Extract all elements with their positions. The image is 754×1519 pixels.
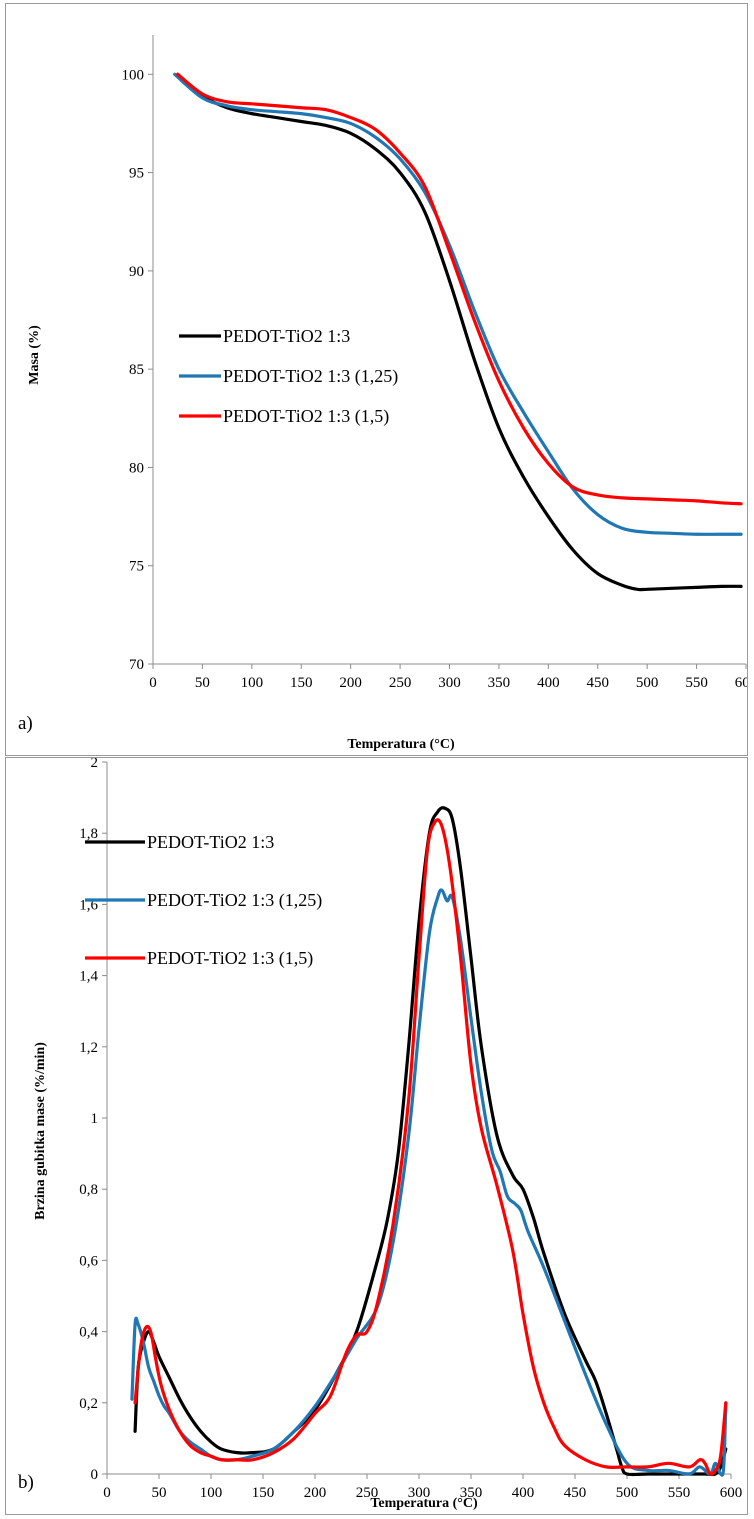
- series-line: [133, 806, 728, 1477]
- x-tick-label: 400: [512, 1485, 535, 1501]
- y-tick-label: 90: [129, 264, 144, 280]
- legend-label: PEDOT-TiO2 1:3 (1,25): [223, 366, 398, 387]
- y-tick-label: 80: [129, 460, 144, 476]
- x-tick-label: 500: [636, 675, 659, 691]
- y-tick-label: 1,4: [79, 969, 98, 985]
- panel-label: a): [18, 713, 33, 734]
- y-tick-label: 95: [129, 166, 144, 182]
- x-tick-label: 600: [735, 675, 747, 691]
- x-tick-label: 0: [149, 675, 157, 691]
- x-tick-label: 250: [389, 675, 412, 691]
- y-tick-label: 1,8: [79, 826, 98, 842]
- x-axis-title: Temperatura (°C): [347, 737, 455, 752]
- series-line: [173, 72, 743, 536]
- y-tick-label: 100: [122, 67, 145, 83]
- mass-loss-rate-chart: 00,20,40,60,811,21,41,61,820 50 100 150 200 2…: [18, 755, 743, 1511]
- series-line: [130, 888, 728, 1477]
- x-tick-label: 400: [537, 675, 560, 691]
- x-tick-label: 150: [290, 675, 313, 691]
- x-tick-label: 500: [616, 1485, 639, 1501]
- x-tick-label: 150: [252, 1485, 275, 1501]
- legend-label: PEDOT-TiO2 1:3 (1,25): [147, 890, 322, 911]
- y-tick-label: 0,8: [79, 1182, 98, 1198]
- legend-label: PEDOT-TiO2 1:3 (1,5): [147, 948, 313, 969]
- panel-label: b): [18, 1472, 34, 1493]
- x-tick-label: 250: [356, 1485, 379, 1501]
- y-axis-title: Masa (%): [27, 325, 42, 385]
- y-axis-title: Brzina gubitka mase (%/min): [33, 1042, 48, 1220]
- y-tick-label: 2: [91, 758, 99, 771]
- x-tick-label: 350: [460, 1485, 483, 1501]
- mass-loss-chart: 70 75 80 85 90 95 100 0 50 100 150 200 250 300 350 400 4…: [18, 35, 754, 752]
- series-line: [176, 72, 743, 506]
- x-tick-label: 100: [241, 675, 264, 691]
- x-tick-label: 550: [668, 1485, 691, 1501]
- x-tick-label: 300: [438, 675, 461, 691]
- x-tick-label: 450: [564, 1485, 587, 1501]
- x-tick-label: 450: [587, 675, 610, 691]
- x-tick-label: 100: [200, 1485, 223, 1501]
- chart-panel-a: 70 75 80 85 90 95 100 0 50 100 150 200 250 300 350 400 4…: [5, 3, 754, 756]
- x-tick-label: 200: [304, 1485, 327, 1501]
- x-tick-label: 350: [488, 675, 511, 691]
- chart-panel-b: 0 0,2 0,4 0,6 0,8 1 1,2 1,4 1,6 1,8 2 0 50 100 150 200 2…: [5, 755, 748, 1515]
- x-tick-label: 50: [195, 675, 210, 691]
- y-tick-label: 0,6: [79, 1253, 98, 1269]
- legend-label: PEDOT-TiO2 1:3: [223, 326, 350, 346]
- x-tick-label: 550: [685, 675, 708, 691]
- series-line: [176, 72, 743, 592]
- legend-label: PEDOT-TiO2 1:3 (1,5): [223, 406, 389, 427]
- x-tick-label: 0: [103, 1485, 111, 1501]
- y-tick-label: 0,4: [79, 1325, 98, 1341]
- x-tick-label: 300: [408, 1485, 431, 1501]
- y-tick-label: 70: [129, 657, 144, 673]
- x-axis-title: Temperatura (°C): [370, 1496, 478, 1511]
- y-tick-label: 1: [91, 1111, 99, 1127]
- x-tick-label: 200: [339, 675, 362, 691]
- series-line: [133, 818, 728, 1476]
- x-tick-label: 50: [152, 1485, 167, 1501]
- y-tick-label: 75: [129, 559, 144, 575]
- x-tick-label: 600: [720, 1485, 743, 1501]
- y-tick-label: 1,2: [79, 1040, 98, 1056]
- y-tick-label: 0,2: [79, 1396, 98, 1412]
- legend-label: PEDOT-TiO2 1:3: [147, 832, 274, 852]
- y-tick-label: 0: [91, 1467, 99, 1483]
- y-tick-label: 85: [129, 362, 144, 378]
